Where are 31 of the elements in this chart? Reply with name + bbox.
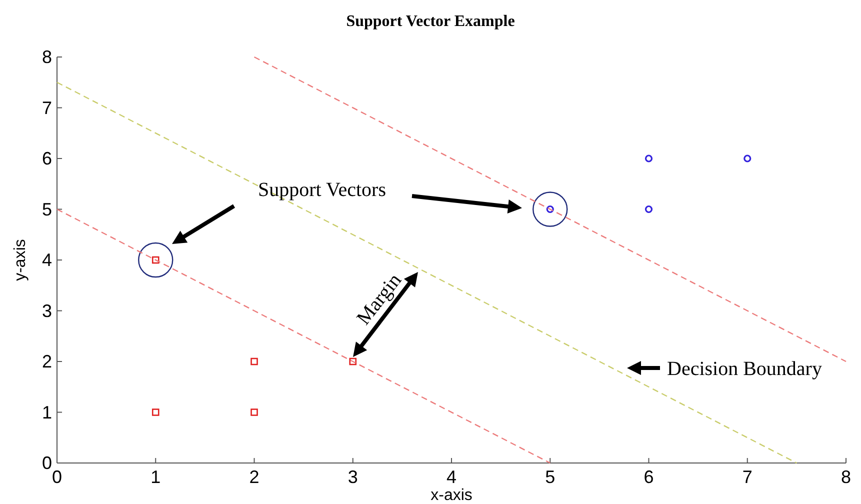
y-axis-title: y-axis [12,239,29,281]
point [644,205,653,214]
point [152,256,160,264]
point [644,154,653,162]
annotation: Support Vectors [258,179,386,201]
chart-title: Support Vector Example [346,13,515,30]
x-tick-label: 1 [150,467,161,487]
point [250,408,258,416]
y-tick-label: 7 [42,98,52,118]
y-tick-label: 6 [42,148,52,168]
x-tick-label: 2 [249,467,260,487]
x-tick-label: 6 [644,467,654,487]
y-tick-label: 8 [42,47,52,67]
y-tick-label: 4 [42,250,52,270]
point [744,154,752,162]
annotation: Decision Boundary [667,358,822,380]
y-tick-label: 0 [42,453,52,473]
x-tick-label: 7 [742,467,752,487]
x-axis-title: x-axis [430,487,472,504]
x-tick-label: 8 [840,467,852,487]
point [152,408,160,416]
x-tick-label: 5 [545,467,556,487]
x-tick-label: 4 [446,467,457,487]
y-tick-label: 1 [42,402,52,422]
point [546,205,554,214]
point [349,358,357,366]
point [250,358,258,366]
x-tick-label: 3 [348,467,358,487]
y-tick-label: 5 [42,199,52,220]
y-tick-label: 2 [42,352,52,372]
y-tick-label: 3 [42,300,52,321]
